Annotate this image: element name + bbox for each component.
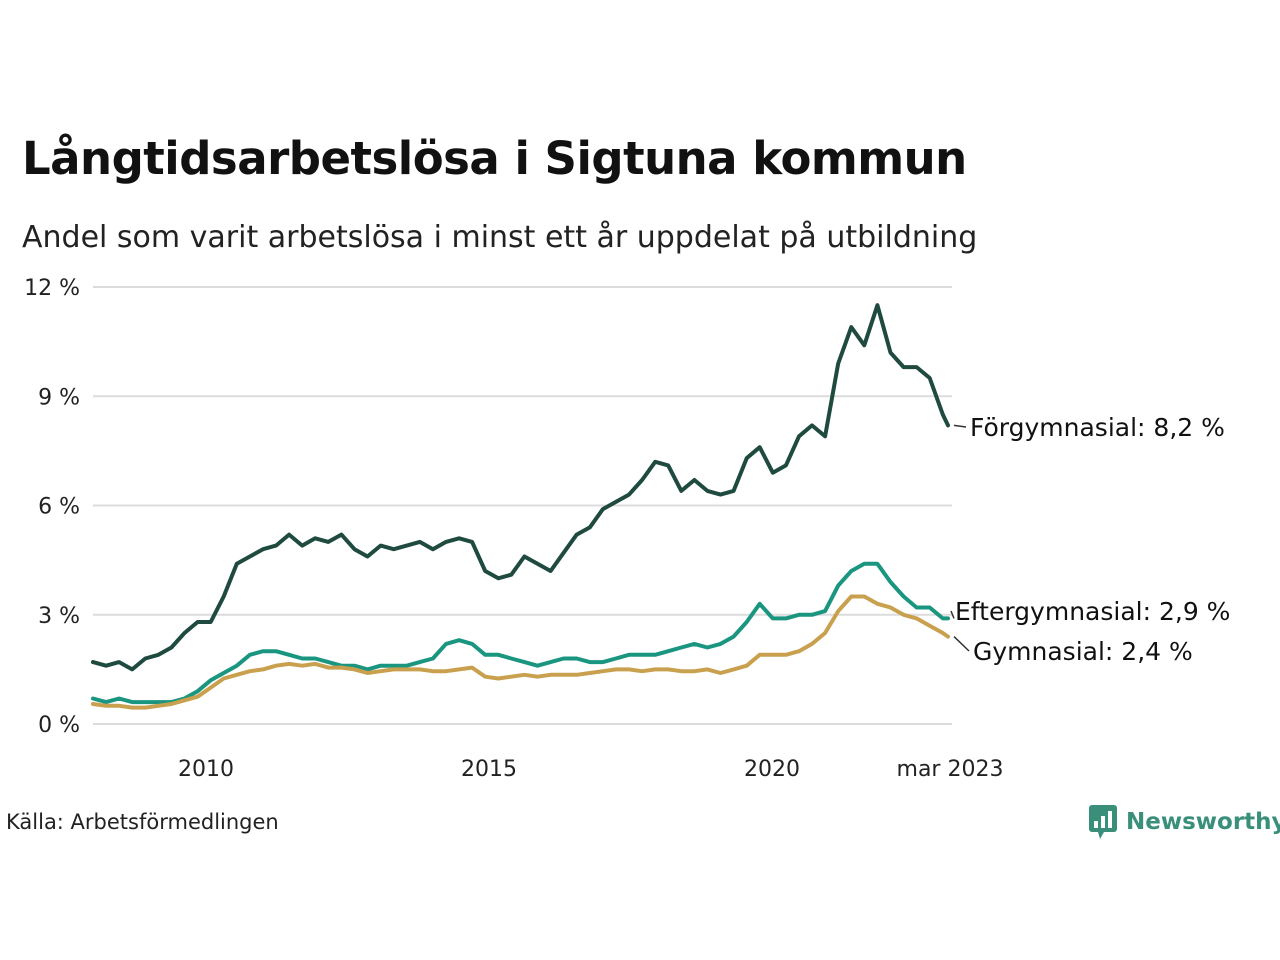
y-tick-label: 6 % [38,495,80,520]
x-tick-label: 2020 [744,757,800,782]
y-tick-label: 12 % [24,276,80,301]
newsworthy-logo-icon [1089,805,1117,839]
series-line-förgymnasial [91,303,950,672]
series-end-label: Förgymnasial: 8,2 % [970,413,1225,442]
source-note: Källa: Arbetsförmedlingen [6,810,279,834]
x-tick-label: mar 2023 [897,757,1004,782]
y-tick-label: 3 % [38,604,80,629]
series-end-label: Gymnasial: 2,4 % [973,637,1193,666]
series-line-eftergymnasial [91,561,950,705]
x-tick-label: 2010 [178,757,234,782]
x-tick-label: 2015 [461,757,517,782]
label-leader [953,636,970,652]
series-line-gymnasial [91,594,950,710]
series-lines [91,303,950,710]
label-leader [953,424,967,428]
logo-text: Newsworthy [1126,809,1280,835]
series-end-labels: Förgymnasial: 8,2 % Eftergymnasial: 2,9 %… [950,413,1230,666]
newsworthy-logo: Newsworthy [1088,804,1280,840]
y-tick-label: 0 % [38,713,80,738]
grid-lines [93,286,952,725]
series-end-label: Eftergymnasial: 2,9 % [955,597,1230,626]
y-axis-ticks: 0 % 3 % 6 % 9 % 12 % [24,276,80,738]
label-leader [950,610,955,619]
x-axis-ticks: 2010 2015 2020 mar 2023 [178,757,1003,782]
chart-subtitle: Andel som varit arbetslösa i minst ett å… [22,220,978,255]
y-tick-label: 9 % [38,385,80,410]
chart-title: Långtidsarbetslösa i Sigtuna kommun [22,132,967,185]
